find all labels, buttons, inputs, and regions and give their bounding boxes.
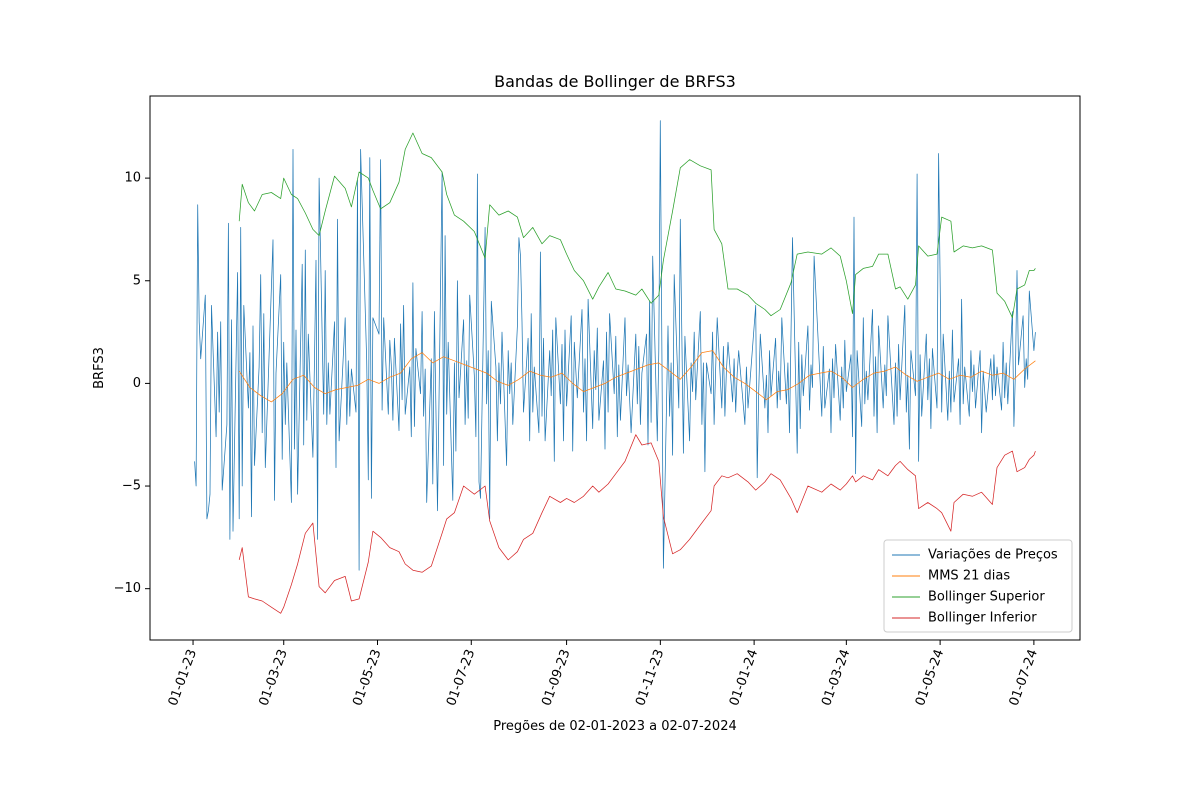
x-tick-label: 01-05-24 <box>913 647 947 708</box>
series-line-2 <box>238 132 1036 319</box>
series-line-3 <box>238 434 1036 614</box>
x-tick-label: 01-01-23 <box>166 647 200 708</box>
legend-label: Bollinger Superior <box>928 590 1045 605</box>
x-tick-label: 01-03-23 <box>257 647 291 708</box>
x-tick-label: 01-09-23 <box>539 647 573 708</box>
x-tick-label: 01-05-23 <box>350 647 384 708</box>
x-tick-label: 01-11-23 <box>633 647 667 708</box>
y-tick-label: −5 <box>122 479 141 494</box>
y-tick-label: 5 <box>133 273 141 288</box>
y-tick-label: 10 <box>124 171 141 186</box>
chart-title: Bandas de Bollinger de BRFS3 <box>494 72 736 91</box>
legend-label: Bollinger Inferior <box>928 611 1037 626</box>
series-line-1 <box>238 350 1036 403</box>
x-tick-label: 01-03-24 <box>819 647 853 708</box>
series-line-0 <box>194 120 1036 571</box>
y-tick-label: 0 <box>133 376 141 391</box>
y-axis-ticks: −10 −5 0 5 10 <box>114 171 150 596</box>
x-tick-label: 01-07-23 <box>444 647 478 708</box>
series-lines <box>194 120 1036 614</box>
legend-label: Variações de Preços <box>928 548 1058 563</box>
x-tick-label: 01-01-24 <box>727 647 761 708</box>
x-axis-label: Pregões de 02-01-2023 a 02-07-2024 <box>493 719 737 734</box>
y-axis-label: BRFS3 <box>92 347 107 389</box>
legend: Variações de Preços MMS 21 dias Bollinger … <box>883 539 1073 633</box>
y-tick-label: −10 <box>114 581 141 596</box>
x-axis-ticks: 01-01-23 01-03-23 01-05-23 01-07-23 01-09-23… <box>166 640 1041 708</box>
x-tick-label: 01-07-24 <box>1007 647 1041 708</box>
legend-label: MMS 21 dias <box>928 569 1010 584</box>
legend-box <box>883 539 1073 633</box>
plot-frame <box>149 95 1081 641</box>
